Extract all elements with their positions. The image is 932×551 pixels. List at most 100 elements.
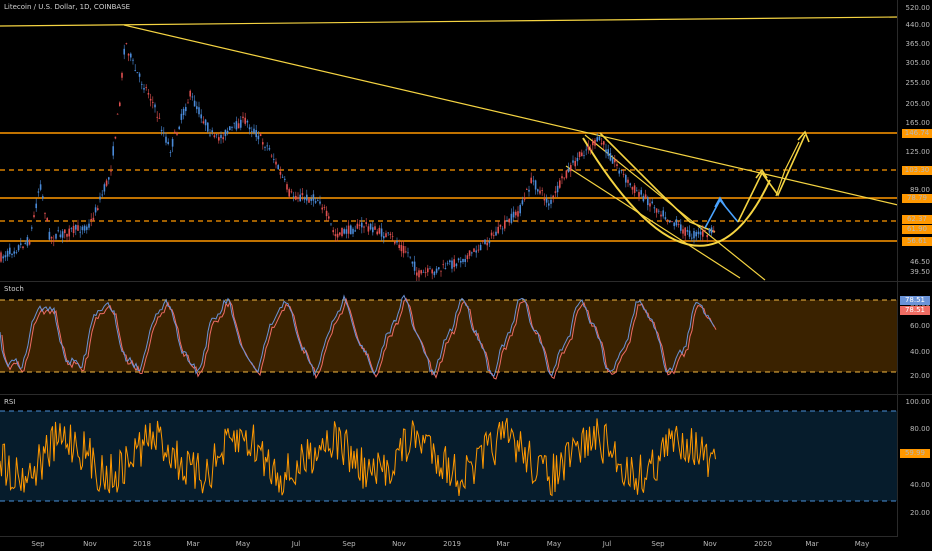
candle-body (123, 48, 125, 55)
candle-body (343, 229, 345, 234)
price-panel[interactable]: Litecoin / U.S. Dollar, 1D, COINBASE 520… (0, 0, 932, 281)
candle-body (620, 170, 623, 172)
candle-body (35, 203, 37, 209)
candle-body (499, 224, 502, 227)
candle-body (312, 194, 315, 201)
candle-body (455, 263, 458, 267)
candle-body (246, 120, 249, 123)
candle-body (519, 205, 521, 214)
candle-body (693, 230, 695, 239)
candle-body (275, 161, 277, 165)
stoch-plot[interactable] (0, 282, 898, 394)
rsi-panel[interactable]: RSI 100.00 80.00 40.00 20.00 59.99 (0, 395, 932, 536)
candle-body (413, 261, 416, 271)
candle-body (356, 223, 359, 229)
candle-body (532, 180, 535, 182)
candle-body (191, 96, 194, 98)
candle-body (185, 107, 187, 112)
candle-body (651, 201, 653, 204)
candle-body (218, 137, 220, 141)
candle-body (704, 229, 706, 231)
candle-body (422, 271, 425, 273)
candle-body (105, 180, 108, 186)
candle-body (24, 242, 26, 244)
candle-body (611, 158, 614, 164)
candle-body (616, 164, 618, 166)
candle-body (688, 230, 691, 237)
candle-body (713, 230, 715, 232)
candle-body (433, 271, 436, 276)
candle-body (398, 244, 400, 248)
candle-body (178, 126, 180, 130)
candle-body (70, 228, 73, 230)
candle-body (61, 231, 64, 238)
panel-separator[interactable] (0, 394, 932, 395)
price-axis[interactable]: 520.00 440.00 365.00 305.00 255.00 205.00 165.… (897, 0, 932, 281)
candle-body (702, 230, 704, 237)
candle-body (37, 191, 40, 193)
rsi-axis[interactable]: 100.00 80.00 40.00 20.00 59.99 (897, 395, 932, 536)
candle-body (301, 193, 304, 196)
panel-separator[interactable] (0, 281, 932, 282)
candle-body (530, 177, 532, 184)
candle-body (664, 217, 667, 220)
candle-body (165, 136, 167, 143)
candle-body (213, 135, 216, 138)
candle-body (653, 207, 656, 209)
stoch-value-tag: 78.51 (900, 306, 930, 315)
candle-body (475, 250, 477, 253)
candle-body (90, 218, 92, 221)
price-tick-label: 440.00 (905, 21, 931, 29)
candle-body (495, 231, 497, 236)
candle-body (94, 207, 97, 213)
candles (0, 42, 715, 281)
candle-body (576, 157, 579, 162)
candle-body (585, 149, 587, 151)
candle-body (446, 262, 449, 264)
candle-body (116, 113, 119, 115)
candle-body (163, 132, 165, 134)
candle-body (605, 149, 607, 153)
candle-body (59, 234, 62, 238)
candle-body (196, 106, 198, 110)
candle-body (365, 222, 367, 225)
candle-body (695, 232, 697, 237)
candle-body (662, 210, 664, 217)
price-level-tag: 61.90 (902, 225, 932, 234)
time-tick-label: 2018 (133, 540, 151, 548)
candle-body (255, 130, 257, 138)
candle-body (325, 210, 328, 217)
candle-body (438, 267, 440, 270)
candle-body (548, 203, 550, 206)
rsi-plot[interactable] (0, 395, 898, 536)
candle-body (339, 232, 341, 235)
candle-body (152, 102, 154, 103)
time-tick-label: Sep (31, 540, 45, 548)
candle-body (66, 233, 68, 237)
time-axis[interactable]: Sep Nov 2018 Mar May Jul Sep Nov 2019 Mar May Jul Se… (0, 536, 898, 551)
candle-body (328, 216, 330, 219)
rsi-line (0, 417, 716, 497)
candle-body (409, 256, 411, 258)
candle-body (20, 243, 22, 245)
candle-body (345, 229, 348, 234)
time-tick-label: Mar (186, 540, 200, 548)
price-plot[interactable] (0, 0, 898, 281)
candle-body (680, 224, 682, 231)
time-tick-label: Jul (602, 540, 612, 548)
candle-body (180, 113, 183, 120)
candle-body (640, 190, 642, 195)
time-tick-label: Sep (342, 540, 356, 548)
candle-body (121, 73, 123, 78)
candle-body (97, 208, 99, 210)
candle-body (288, 189, 290, 197)
candle-body (550, 199, 552, 204)
candle-body (691, 237, 693, 239)
candle-body (354, 230, 356, 232)
candle-body (92, 217, 95, 221)
candle-body (552, 195, 554, 198)
candle-body (99, 196, 101, 200)
candle-body (660, 214, 662, 217)
